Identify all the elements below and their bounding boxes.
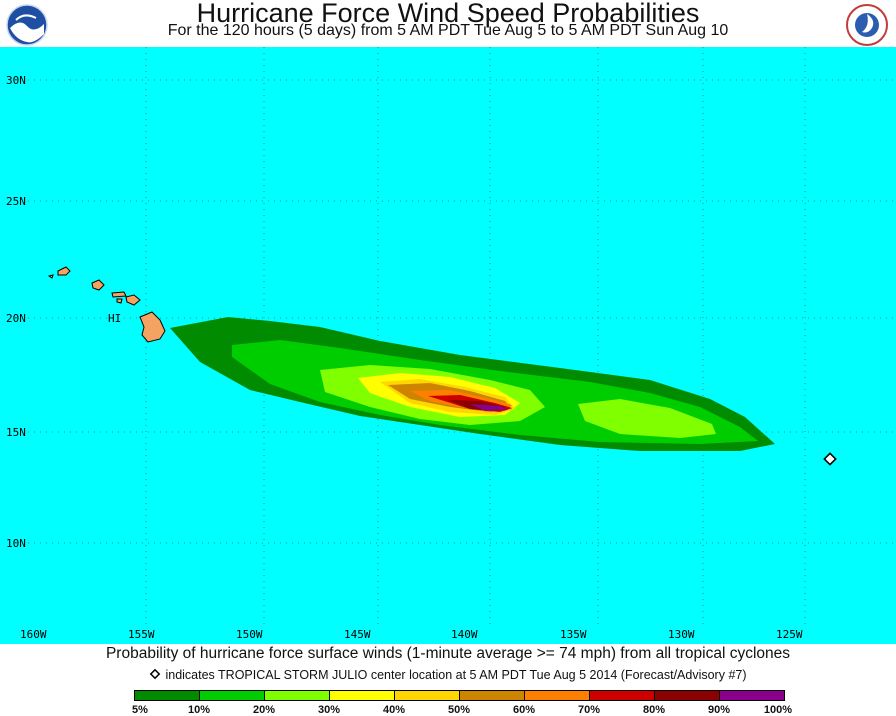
- lon-label-130w: 130W: [668, 628, 695, 641]
- map-area: 30N 25N 20N 15N 10N HI: [0, 47, 896, 644]
- noaa-logo-icon: [6, 4, 48, 46]
- hawaii-islands: [47, 266, 166, 343]
- state-label: HI: [108, 312, 122, 325]
- lon-label-160w: 160W: [20, 628, 47, 641]
- legend-label: 100%: [763, 704, 793, 716]
- legend-swatch: [654, 690, 720, 701]
- legend-label: 50%: [447, 704, 471, 716]
- grid-lines: [22, 47, 896, 627]
- legend-swatch: [459, 690, 525, 701]
- probability-bands: [170, 317, 775, 451]
- island-oahu: [91, 279, 105, 291]
- lat-label-20n: 20N: [6, 312, 26, 325]
- legend-label: 80%: [642, 704, 666, 716]
- legend-swatch: [329, 690, 395, 701]
- legend-swatch: [134, 690, 200, 701]
- band-90pct: [470, 404, 508, 411]
- legend-label: 90%: [707, 704, 731, 716]
- lon-label-140w: 140W: [451, 628, 478, 641]
- map-caption: Probability of hurricane force surface w…: [105, 645, 791, 662]
- band-20pct-east: [578, 399, 716, 438]
- lon-label-145w: 145W: [344, 628, 371, 641]
- legend-swatch: [589, 690, 655, 701]
- legend-swatch: [264, 690, 330, 701]
- legend-swatch: [719, 690, 785, 701]
- legend-label: 30%: [317, 704, 341, 716]
- legend-label: 20%: [252, 704, 276, 716]
- storm-diamond-icon: [150, 668, 161, 680]
- island-lanai: [116, 298, 123, 304]
- map-subtitle: For the 120 hours (5 days) from 5 AM PDT…: [167, 22, 729, 39]
- legend-label: 70%: [577, 704, 601, 716]
- legend-label: 5%: [132, 704, 148, 716]
- legend-swatch: [394, 690, 460, 701]
- legend-swatch: [199, 690, 265, 701]
- legend-label: 60%: [512, 704, 536, 716]
- storm-note: indicates TROPICAL STORM JULIO center lo…: [0, 668, 896, 682]
- lon-label-125w: 125W: [776, 628, 803, 641]
- legend-label: 40%: [382, 704, 406, 716]
- lon-label-150w: 150W: [236, 628, 263, 641]
- island-niihau: [47, 274, 54, 279]
- island-molokai: [111, 291, 127, 298]
- lon-label-135w: 135W: [560, 628, 587, 641]
- nws-logo-icon: [846, 4, 888, 46]
- lat-label-25n: 25N: [6, 195, 26, 208]
- lat-label-30n: 30N: [6, 74, 26, 87]
- lat-label-15n: 15N: [6, 426, 26, 439]
- map-title: Hurricane Force Wind Speed Probabilities: [196, 0, 700, 28]
- storm-note-text: indicates TROPICAL STORM JULIO center lo…: [165, 668, 747, 682]
- lat-label-10n: 10N: [6, 537, 26, 550]
- lon-label-155w: 155W: [128, 628, 155, 641]
- island-hawaii: [139, 311, 166, 343]
- storm-marker-icon: [823, 452, 837, 466]
- legend-swatch: [524, 690, 590, 701]
- probability-map: [22, 47, 896, 627]
- legend-label: 10%: [187, 704, 211, 716]
- island-maui: [125, 294, 141, 306]
- island-kauai: [57, 266, 71, 276]
